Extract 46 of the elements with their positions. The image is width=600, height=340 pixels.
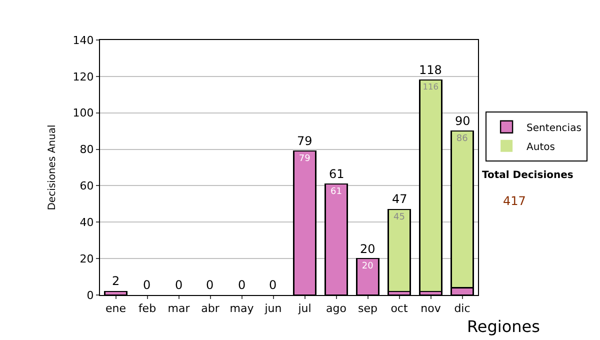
total-label: 47 xyxy=(392,192,408,206)
total-label: 61 xyxy=(329,167,344,181)
y-tick-label: 40 xyxy=(80,216,94,229)
bar xyxy=(419,79,442,292)
y-tick-label: 120 xyxy=(72,70,94,84)
text: Regiones xyxy=(467,317,540,336)
total-label: 2 xyxy=(112,274,120,288)
data-label: 20 xyxy=(362,262,374,272)
x-tick-label: mar xyxy=(168,302,190,316)
data-label: 86 xyxy=(456,134,468,144)
x-tick-label: jun xyxy=(264,302,282,316)
x-tick-label: oct xyxy=(390,302,408,316)
x-tick-label: sep xyxy=(358,302,378,316)
data-label: 116 xyxy=(422,82,439,92)
x-tick-label: may xyxy=(230,302,254,316)
x-tick-label: jul xyxy=(297,302,312,316)
x-tick-label: ago xyxy=(326,302,347,316)
total-label: 0 xyxy=(143,278,151,292)
bar xyxy=(388,208,411,292)
total-label: 0 xyxy=(269,278,277,292)
y-tick-label: 0 xyxy=(86,288,94,302)
y-tick-label: 140 xyxy=(72,34,94,47)
x-tick-label: ene xyxy=(105,302,126,316)
total-label: 118 xyxy=(419,63,442,77)
total-label: 90 xyxy=(455,114,470,128)
x-tick-label: nov xyxy=(420,302,442,316)
data-label: 45 xyxy=(394,212,405,222)
x-tick-label: feb xyxy=(138,302,156,316)
text: Total Decisiones xyxy=(482,170,574,181)
total-label: 0 xyxy=(238,278,246,292)
total-label: 0 xyxy=(175,278,183,292)
total-label: 20 xyxy=(360,242,376,256)
y-tick-label: 20 xyxy=(80,252,94,266)
x-tick-label: abr xyxy=(201,302,220,316)
legend-label: Sentencias xyxy=(526,122,582,134)
data-label: 79 xyxy=(298,154,311,164)
legend-label: Autos xyxy=(526,142,555,153)
y-axis-title: Decisiones Anual xyxy=(46,124,58,210)
x-tick-label: dic xyxy=(454,302,470,316)
y-tick-label: 100 xyxy=(72,106,94,120)
total-label: 0 xyxy=(206,278,214,292)
text: 417 xyxy=(503,194,526,208)
y-tick-label: 60 xyxy=(80,180,94,193)
data-label: 61 xyxy=(330,186,342,197)
y-tick-label: 80 xyxy=(80,143,94,156)
total-label: 79 xyxy=(297,134,312,148)
